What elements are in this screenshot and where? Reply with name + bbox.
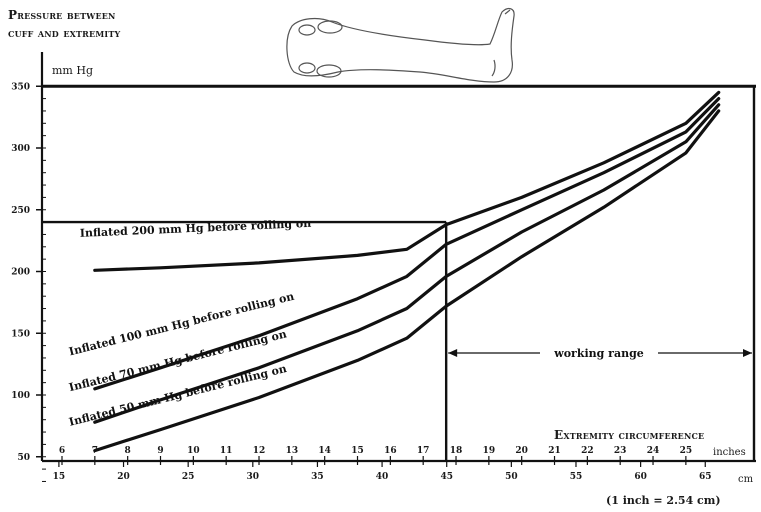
x-tick-label-cm: 35 xyxy=(311,472,324,482)
x-tick-label-cm: 40 xyxy=(376,472,389,482)
x-tick-label-inch: 11 xyxy=(220,446,233,456)
x-tick-label-cm: 30 xyxy=(247,472,260,482)
series-line-2 xyxy=(93,97,721,391)
x-tick-label-inch: 19 xyxy=(483,446,496,456)
series-line-1 xyxy=(93,90,721,272)
x-tick-label-inch: 6 xyxy=(59,446,65,456)
y-tick-label: 250 xyxy=(11,206,30,216)
x-tick-label-cm: 15 xyxy=(53,472,66,482)
x-tick-label-inch: 23 xyxy=(614,446,627,456)
y-tick-label: 100 xyxy=(11,391,30,401)
leg-illustration xyxy=(286,7,515,83)
x-tick-label-inch: 21 xyxy=(548,446,561,456)
x-tick-label-inch: 24 xyxy=(647,446,660,456)
x-tick-label-cm: 65 xyxy=(699,472,712,482)
series-label-2: Inflated 100 mm Hg before rolling on xyxy=(68,290,296,359)
x-tick-label-cm: 25 xyxy=(182,472,195,482)
y-ticks: 50 100 150 200 250 300 350 xyxy=(11,82,46,482)
x-unit-cm: cm xyxy=(738,474,754,485)
x-tick-label-inch: 13 xyxy=(286,446,299,456)
x-tick-label-cm: 20 xyxy=(117,472,130,482)
x-tick-label-cm: 45 xyxy=(440,472,453,482)
x-tick-label-inch: 10 xyxy=(187,446,200,456)
series-label-4: Inflated 50 mm Hg before rolling on xyxy=(68,362,288,429)
chart-title-line-1: Pressure between xyxy=(8,8,116,22)
working-range-arrowhead-right xyxy=(743,349,752,357)
x-tick-label-inch: 15 xyxy=(351,446,364,456)
x-unit-inches: inches xyxy=(713,447,746,458)
series-line-4 xyxy=(93,109,721,453)
x-ticks-inches: 6 7 8 9 10 11 12 13 14 15 16 17 18 19 20 21 22 23 24 25 xyxy=(59,446,692,465)
x-tick-label-cm: 50 xyxy=(505,472,518,482)
x-tick-label-cm: 55 xyxy=(570,472,583,482)
x-tick-label-inch: 8 xyxy=(125,446,131,456)
chart-title-line-2: cuff and extremity xyxy=(8,26,121,40)
x-tick-label-inch: 16 xyxy=(384,446,397,456)
y-tick-label: 200 xyxy=(11,268,30,278)
series-layer: Inflated 200 mm Hg before rolling on Infl… xyxy=(68,90,721,453)
x-tick-label-inch: 20 xyxy=(515,446,528,456)
y-tick-label: 300 xyxy=(11,144,30,154)
x-tick-label-inch: 14 xyxy=(318,446,331,456)
x-tick-label-cm: 60 xyxy=(634,472,647,482)
x-axis-label: Extremity circumference xyxy=(554,428,705,442)
y-tick-label: 350 xyxy=(11,82,30,92)
x-tick-label-inch: 25 xyxy=(680,446,693,456)
x-tick-label-inch: 22 xyxy=(581,446,594,456)
x-ticks-cm: 15 20 25 30 35 40 45 50 55 60 65 xyxy=(53,461,712,482)
conversion-note: (1 inch = 2.54 cm) xyxy=(606,494,721,507)
y-tick-label: 150 xyxy=(11,329,30,339)
x-tick-label-inch: 9 xyxy=(157,446,163,456)
series-label-1: Inflated 200 mm Hg before rolling on xyxy=(80,217,312,240)
series-line-3 xyxy=(93,103,721,424)
working-range-label: working range xyxy=(553,347,644,360)
x-tick-label-inch: 17 xyxy=(417,446,430,456)
y-tick-label: 50 xyxy=(17,453,30,463)
x-tick-label-inch: 18 xyxy=(450,446,463,456)
y-axis-label: mm Hg xyxy=(52,64,93,77)
working-range-arrowhead-left xyxy=(448,349,458,357)
x-tick-label-inch: 12 xyxy=(253,446,266,456)
